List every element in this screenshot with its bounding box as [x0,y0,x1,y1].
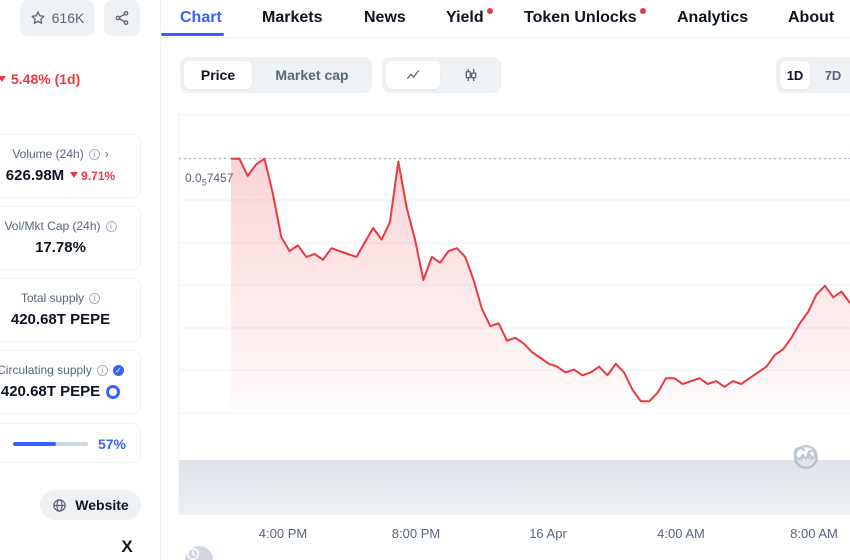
verified-icon: ✓ [112,364,124,376]
supply-ring-icon [106,384,121,399]
x-tick-label: 16 Apr [529,526,567,541]
price-chart[interactable]: 0.057457 Co 4:00 PM 8:00 PM 16 Apr 4:00 … [161,110,850,560]
tab-markets[interactable]: Markets [262,9,323,26]
x-social-button[interactable]: X [113,533,141,560]
history-button[interactable] [185,546,213,560]
down-triangle-icon [0,76,6,82]
time-range-toggle: 1D 7D [776,57,850,93]
price-change-1d: 5.48% (1d) [0,71,80,87]
line-chart-button[interactable] [386,61,440,89]
market-cap-toggle-button[interactable]: Market cap [275,67,349,83]
reference-price-label: 0.057457 [185,171,234,188]
info-icon[interactable]: i [89,292,101,304]
supply-progress-bar [13,442,88,446]
vol-mkt-cap-card: Vol/Mkt Cap (24h) i 17.78% [0,206,141,270]
info-icon[interactable]: i [88,148,100,160]
candlestick-chart-button[interactable] [444,61,497,89]
token-unlocks-new-dot [640,8,646,14]
watchlist-count: 616K [51,10,85,26]
x-tick-label: 4:00 PM [258,526,308,541]
section-tabs: Chart Markets News Yield Token Unlocks A… [161,0,850,38]
price-line [231,157,850,403]
tab-about[interactable]: About [788,9,835,26]
yield-new-dot [487,8,493,14]
x-tick-label: 8:00 PM [391,526,441,541]
tab-analytics[interactable]: Analytics [677,9,749,26]
volume-card[interactable]: Volume (24h) i › 626.98M 9.71% [0,134,141,198]
supply-progress-percent: 57% [97,436,126,452]
price-area-fill [231,158,850,410]
total-supply-card: Total supply i 420.68T PEPE [0,278,141,342]
coinmarketcap-logo-icon [793,444,819,470]
range-7d-button[interactable]: 7D [824,67,842,83]
tab-yield[interactable]: Yield [446,9,484,26]
volume-change: 9.71% [70,169,115,183]
chart-gridlines [178,110,850,515]
circulating-supply-label: Circulating supply [0,363,92,377]
metric-toggle: Price Market cap [180,57,372,93]
circulating-supply-card: Circulating supply i ✓ 420.68T PEPE [0,350,141,414]
down-triangle-icon [70,171,79,178]
total-supply-value: 420.68T PEPE [10,311,111,328]
watermark-logo: Co [793,444,819,470]
tab-news[interactable]: News [364,9,406,26]
column-divider [160,0,161,560]
clock-icon [186,547,200,560]
range-1d-button[interactable]: 1D [780,61,810,89]
star-icon [31,11,45,24]
coin-sidebar: 616K 5.48% (1d) Volume (24h) i › 626.98M… [0,0,160,560]
x-tick-label: 8:00 AM [790,526,838,541]
share-icon [115,11,129,25]
supply-progress-card: 57% [0,423,141,463]
chevron-right-icon[interactable]: › [104,147,109,161]
vol-mkt-cap-value: 17.78% [35,239,86,256]
price-chart-svg [178,110,850,515]
supply-progress-fill [13,442,56,446]
tab-token-unlocks[interactable]: Token Unlocks [524,9,637,26]
watchlist-button[interactable]: 616K [20,0,94,36]
volume-value: 626.98M [5,167,65,184]
chart-type-toggle [382,57,501,93]
volume-area [179,460,850,515]
volume-label: Volume (24h) [12,147,84,161]
active-tab-indicator [161,33,224,36]
line-chart-icon [407,70,419,79]
globe-icon [53,498,67,512]
circulating-supply-value: 420.68T PEPE [0,383,101,400]
info-icon[interactable]: i [105,220,117,232]
price-toggle-button[interactable]: Price [184,61,252,89]
website-label: Website [75,497,129,513]
share-button[interactable] [104,0,140,36]
vol-mkt-cap-label: Vol/Mkt Cap (24h) [4,219,101,233]
info-icon[interactable]: i [96,364,108,376]
tab-chart[interactable]: Chart [180,9,222,26]
candlestick-icon [465,69,476,81]
x-logo-icon: X [121,537,133,556]
x-tick-label: 4:00 AM [657,526,705,541]
total-supply-label: Total supply [20,291,85,305]
website-button[interactable]: Website [40,490,141,520]
